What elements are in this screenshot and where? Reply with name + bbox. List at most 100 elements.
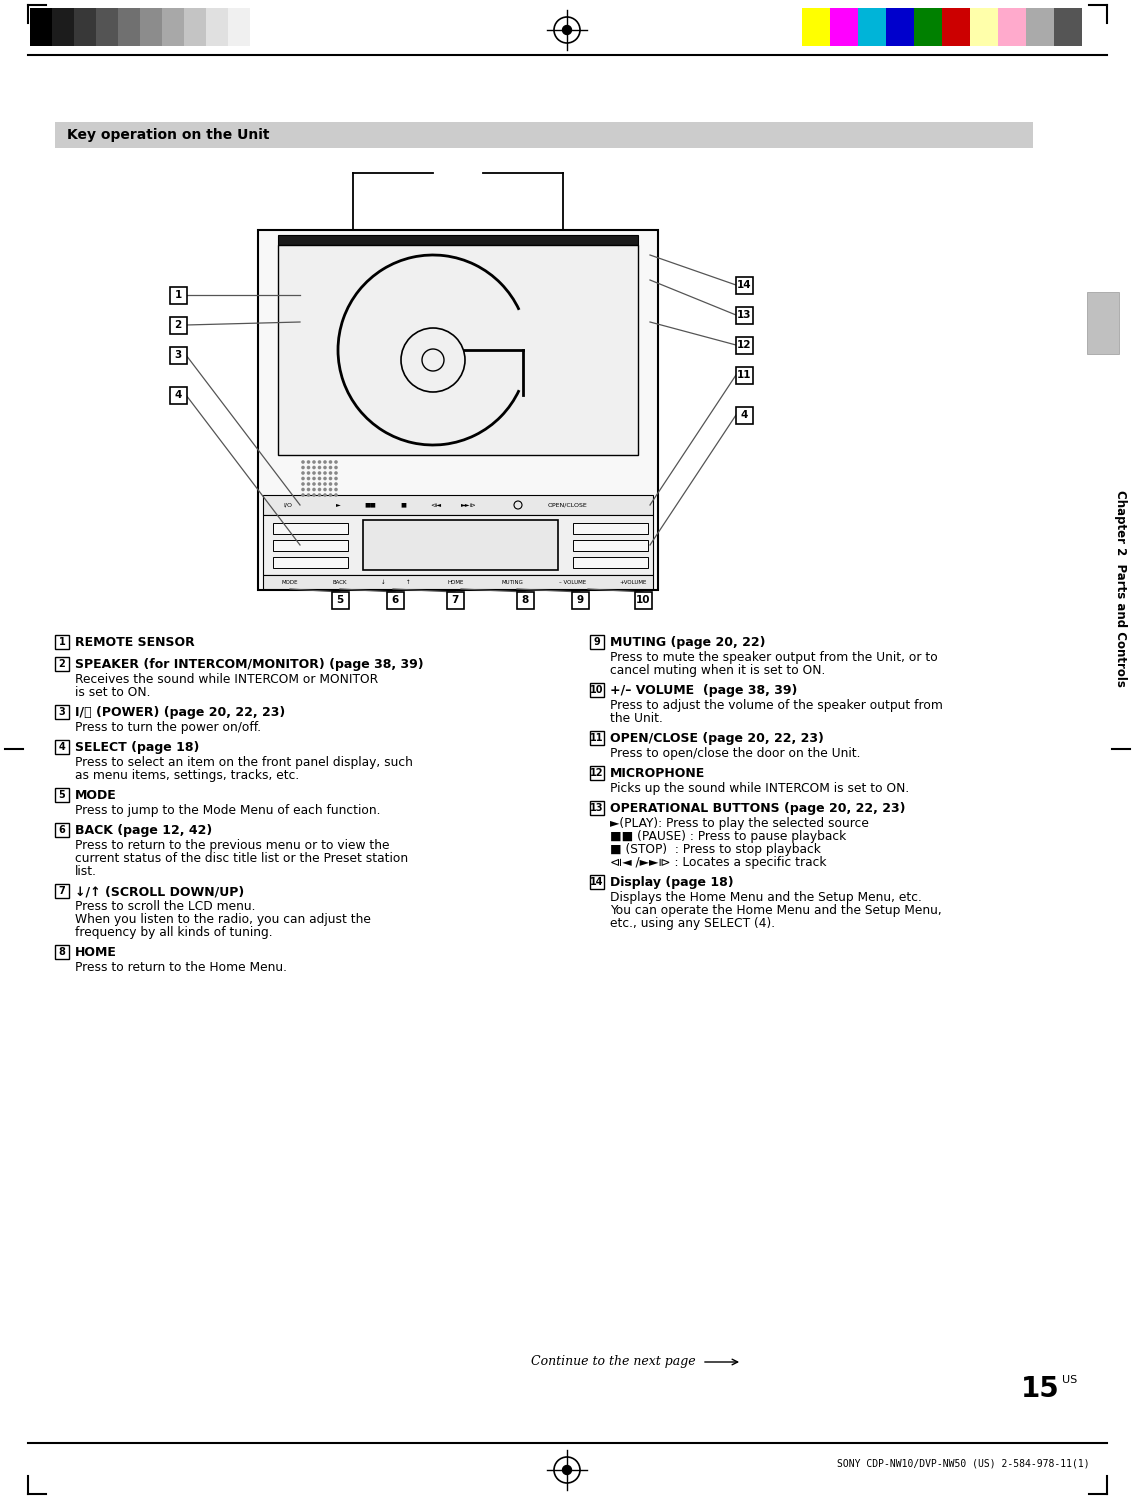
Bar [278, 235, 638, 244]
Text: Press to turn the power on/off.: Press to turn the power on/off. [75, 721, 261, 735]
Circle shape [312, 477, 316, 480]
Text: Displays the Home Menu and the Setup Menu, etc.: Displays the Home Menu and the Setup Men… [609, 890, 922, 904]
Bar [387, 592, 404, 609]
Circle shape [306, 487, 310, 492]
Text: SONY CDP-NW10/DVP-NW50 (US) 2-584-978-11(1): SONY CDP-NW10/DVP-NW50 (US) 2-584-978-11… [838, 1459, 1090, 1468]
Text: 14: 14 [590, 877, 604, 887]
Circle shape [334, 466, 338, 469]
Circle shape [323, 471, 327, 475]
Text: 6: 6 [392, 595, 398, 606]
Circle shape [334, 471, 338, 475]
Bar [590, 875, 604, 889]
Circle shape [318, 483, 321, 486]
Circle shape [312, 483, 316, 486]
Circle shape [334, 483, 338, 486]
Bar [274, 540, 348, 552]
Circle shape [306, 483, 310, 486]
Bar [446, 592, 463, 609]
Bar [184, 7, 205, 46]
Bar [54, 705, 69, 720]
Text: MUTING: MUTING [501, 580, 523, 585]
Text: I/O: I/O [284, 502, 293, 508]
Text: etc., using any SELECT (4).: etc., using any SELECT (4). [609, 917, 775, 929]
Circle shape [312, 493, 316, 496]
Text: 3: 3 [175, 349, 182, 360]
Circle shape [312, 471, 316, 475]
Bar [590, 732, 604, 745]
Circle shape [318, 466, 321, 469]
Text: MODE: MODE [281, 580, 299, 585]
Bar [54, 944, 69, 959]
Text: as menu items, settings, tracks, etc.: as menu items, settings, tracks, etc. [75, 769, 300, 782]
Circle shape [318, 477, 321, 480]
Circle shape [312, 460, 316, 463]
Text: ►(PLAY): Press to play the selected source: ►(PLAY): Press to play the selected sour… [609, 817, 869, 830]
Text: Press to return to the Home Menu.: Press to return to the Home Menu. [75, 961, 287, 974]
Circle shape [334, 493, 338, 496]
Bar [169, 346, 186, 363]
Circle shape [323, 487, 327, 492]
Circle shape [329, 471, 333, 475]
Circle shape [329, 466, 333, 469]
Text: Press to return to the previous menu or to view the: Press to return to the previous menu or … [75, 839, 389, 851]
Bar [54, 788, 69, 802]
Text: 12: 12 [590, 767, 604, 778]
Text: 6: 6 [59, 824, 66, 835]
Bar [735, 366, 753, 384]
Text: 5: 5 [59, 790, 66, 800]
Text: 13: 13 [590, 803, 604, 812]
Text: ■: ■ [400, 502, 406, 508]
Circle shape [306, 466, 310, 469]
Text: OPEN/CLOSE: OPEN/CLOSE [548, 502, 588, 508]
Text: ►: ► [336, 502, 340, 508]
Text: cancel muting when it is set to ON.: cancel muting when it is set to ON. [609, 664, 825, 678]
Bar [1026, 7, 1054, 46]
Text: Press to select an item on the front panel display, such: Press to select an item on the front pan… [75, 755, 413, 769]
Circle shape [312, 487, 316, 492]
Text: US: US [1062, 1375, 1077, 1385]
Text: You can operate the Home Menu and the Setup Menu,: You can operate the Home Menu and the Se… [609, 904, 942, 917]
Bar [169, 387, 186, 403]
Text: SELECT (page 18): SELECT (page 18) [75, 741, 200, 754]
Text: current status of the disc title list or the Preset station: current status of the disc title list or… [75, 851, 409, 865]
Text: MODE: MODE [75, 788, 117, 802]
Bar [573, 523, 648, 534]
Text: Continue to the next page: Continue to the next page [531, 1355, 700, 1369]
Bar [162, 7, 184, 46]
Text: 7: 7 [452, 595, 459, 606]
Circle shape [301, 483, 305, 486]
Bar [274, 558, 348, 568]
Bar [30, 7, 52, 46]
Text: OPEN/CLOSE (page 20, 22, 23): OPEN/CLOSE (page 20, 22, 23) [609, 732, 824, 745]
Circle shape [301, 493, 305, 496]
Text: 10: 10 [636, 595, 650, 606]
Circle shape [306, 493, 310, 496]
Text: 13: 13 [737, 310, 751, 319]
Text: Receives the sound while INTERCOM or MONITOR: Receives the sound while INTERCOM or MON… [75, 673, 378, 687]
Text: ⧏◄: ⧏◄ [430, 502, 442, 508]
Text: frequency by all kinds of tuning.: frequency by all kinds of tuning. [75, 926, 272, 938]
Text: list.: list. [75, 865, 96, 878]
Bar [96, 7, 118, 46]
Text: MICROPHONE: MICROPHONE [609, 767, 705, 779]
Text: HOME: HOME [75, 946, 117, 959]
Text: is set to ON.: is set to ON. [75, 687, 151, 699]
Bar [274, 523, 348, 534]
Bar [263, 495, 653, 516]
Text: 1: 1 [175, 289, 182, 300]
Circle shape [563, 1466, 572, 1475]
Text: 10: 10 [590, 685, 604, 696]
Text: ►►⧐: ►►⧐ [461, 502, 477, 508]
Bar [590, 636, 604, 649]
Circle shape [334, 460, 338, 463]
Circle shape [329, 477, 333, 480]
Text: 11: 11 [590, 733, 604, 744]
Bar [54, 657, 69, 672]
Bar [54, 741, 69, 754]
Text: Display (page 18): Display (page 18) [609, 875, 733, 889]
Text: ↓/↑ (SCROLL DOWN/UP): ↓/↑ (SCROLL DOWN/UP) [75, 884, 244, 898]
Text: – VOLUME: – VOLUME [560, 580, 587, 585]
Bar [74, 7, 96, 46]
Text: ■ (STOP)  : Press to stop playback: ■ (STOP) : Press to stop playback [609, 842, 821, 856]
Bar [914, 7, 942, 46]
